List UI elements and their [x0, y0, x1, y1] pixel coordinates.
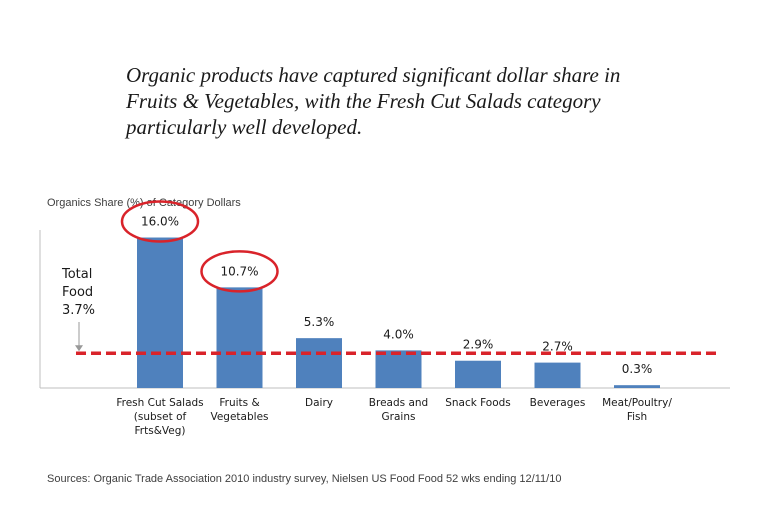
category-label: Fruits &	[219, 397, 259, 409]
category-label: Fresh Cut Salads	[116, 397, 203, 409]
source-note: Sources: Organic Trade Association 2010 …	[47, 473, 562, 485]
category-label: Fish	[627, 411, 647, 423]
reference-label: Total	[61, 267, 92, 282]
category-label: Dairy	[305, 397, 333, 409]
bar	[614, 385, 660, 388]
bar	[216, 287, 263, 388]
category-label: Snack Foods	[445, 397, 511, 409]
reference-label: Food	[62, 285, 93, 300]
data-label: 4.0%	[383, 327, 414, 341]
bar	[296, 338, 342, 388]
reference-label: 3.7%	[62, 303, 95, 318]
data-label: 5.3%	[304, 315, 335, 329]
bar	[137, 237, 183, 388]
category-label: (subset of	[134, 411, 187, 423]
data-label: 2.9%	[463, 338, 494, 352]
data-label: 0.3%	[622, 362, 653, 376]
category-label: Frts&Veg)	[135, 425, 186, 437]
data-label: 2.7%	[542, 340, 573, 354]
category-label: Breads and	[369, 397, 428, 409]
highlight-circle	[120, 200, 200, 243]
bar	[455, 360, 501, 388]
bar	[375, 350, 422, 388]
data-label: 10.7%	[220, 264, 258, 278]
highlight-circle	[200, 250, 279, 293]
bar	[534, 362, 581, 388]
reference-arrow-head	[75, 345, 83, 352]
category-label: Beverages	[530, 397, 586, 409]
data-label: 16.0%	[141, 215, 179, 229]
category-label: Grains	[382, 411, 416, 423]
headline: Organic products have captured significa…	[126, 63, 621, 139]
category-label: Vegetables	[210, 411, 268, 423]
category-label: Meat/Poultry/	[602, 397, 672, 409]
